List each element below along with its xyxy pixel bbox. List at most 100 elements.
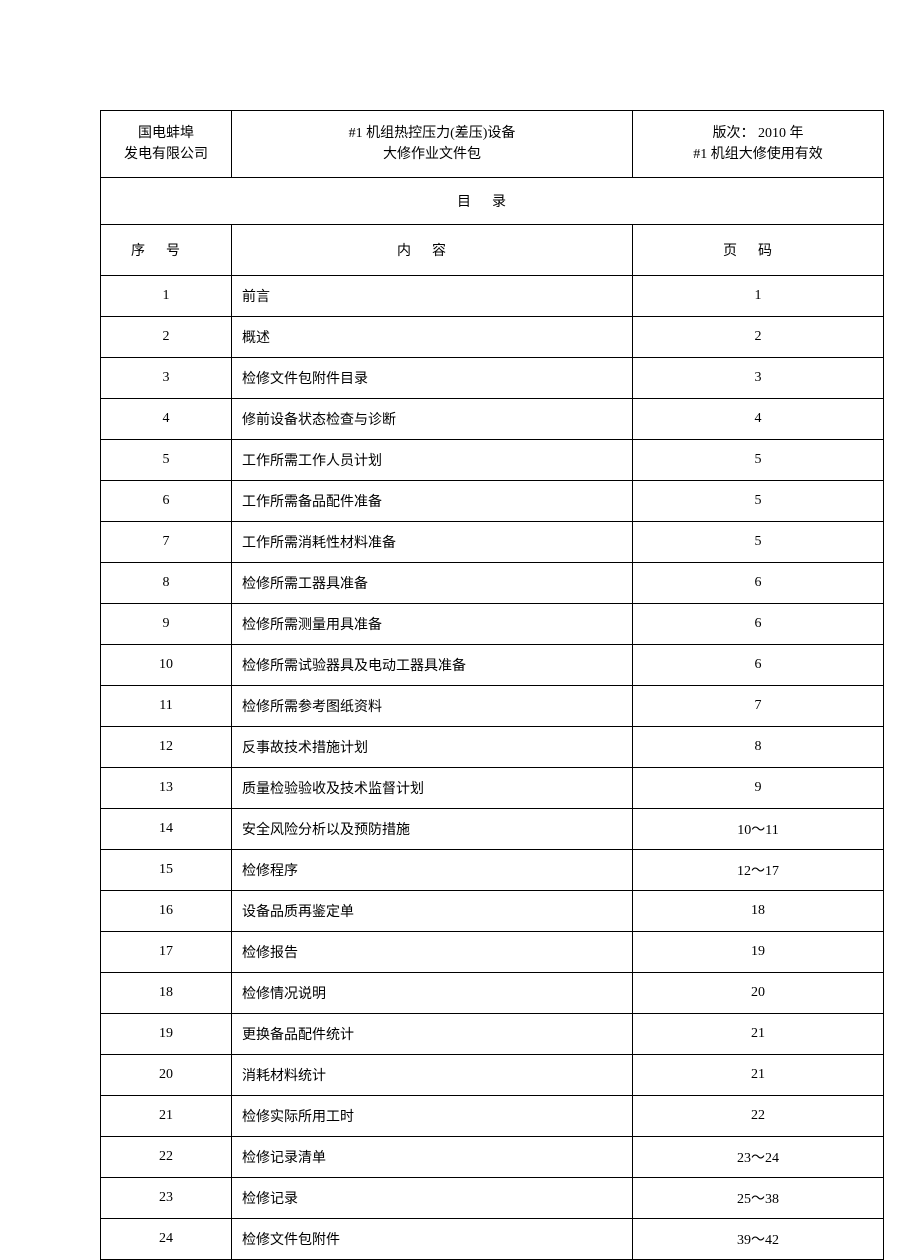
cell-page: 10～11 — [633, 809, 884, 850]
cell-content: 概述 — [232, 317, 633, 358]
cell-content: 设备品质再鉴定单 — [232, 891, 633, 932]
table-row: 12反事故技术措施计划8 — [101, 727, 884, 768]
cell-seq: 10 — [101, 645, 232, 686]
cell-content: 检修报告 — [232, 932, 633, 973]
cell-page: 23～24 — [633, 1137, 884, 1178]
table-row: 17检修报告19 — [101, 932, 884, 973]
version-line2: #1 机组大修使用有效 — [693, 147, 823, 162]
cell-content: 检修所需参考图纸资料 — [232, 686, 633, 727]
cell-seq: 9 — [101, 604, 232, 645]
cell-page: 21 — [633, 1055, 884, 1096]
cell-content: 检修记录 — [232, 1178, 633, 1219]
col-header-seq: 序号 — [101, 225, 232, 276]
table-body: 1前言12概述23检修文件包附件目录34修前设备状态检查与诊断45工作所需工作人… — [101, 276, 884, 1260]
cell-content: 检修所需工器具准备 — [232, 563, 633, 604]
cell-content: 检修文件包附件目录 — [232, 358, 633, 399]
cell-content: 检修所需测量用具准备 — [232, 604, 633, 645]
cell-content: 消耗材料统计 — [232, 1055, 633, 1096]
doc-header-row: 国电蚌埠 发电有限公司 #1 机组热控压力(差压)设备 大修作业文件包 版次： … — [101, 111, 884, 178]
cell-page: 4 — [633, 399, 884, 440]
cell-content: 更换备品配件统计 — [232, 1014, 633, 1055]
table-row: 18检修情况说明20 — [101, 973, 884, 1014]
cell-page: 25～38 — [633, 1178, 884, 1219]
table-row: 24检修文件包附件39～42 — [101, 1219, 884, 1260]
cell-seq: 24 — [101, 1219, 232, 1260]
table-row: 5工作所需工作人员计划5 — [101, 440, 884, 481]
table-row: 23检修记录25～38 — [101, 1178, 884, 1219]
doc-title-line1: #1 机组热控压力(差压)设备 — [349, 126, 516, 141]
cell-seq: 2 — [101, 317, 232, 358]
col-header-page: 页码 — [633, 225, 884, 276]
cell-page: 18 — [633, 891, 884, 932]
cell-seq: 13 — [101, 768, 232, 809]
table-row: 22检修记录清单23～24 — [101, 1137, 884, 1178]
cell-seq: 7 — [101, 522, 232, 563]
cell-page: 5 — [633, 440, 884, 481]
cell-seq: 1 — [101, 276, 232, 317]
cell-seq: 12 — [101, 727, 232, 768]
cell-content: 检修记录清单 — [232, 1137, 633, 1178]
cell-page: 9 — [633, 768, 884, 809]
table-row: 16设备品质再鉴定单18 — [101, 891, 884, 932]
cell-page: 1 — [633, 276, 884, 317]
table-row: 9检修所需测量用具准备6 — [101, 604, 884, 645]
col-header-content: 内容 — [232, 225, 633, 276]
table-row: 10检修所需试验器具及电动工器具准备6 — [101, 645, 884, 686]
table-row: 11检修所需参考图纸资料7 — [101, 686, 884, 727]
cell-page: 5 — [633, 481, 884, 522]
toc-table: 国电蚌埠 发电有限公司 #1 机组热控压力(差压)设备 大修作业文件包 版次： … — [100, 110, 884, 1260]
cell-content: 前言 — [232, 276, 633, 317]
cell-seq: 16 — [101, 891, 232, 932]
cell-seq: 8 — [101, 563, 232, 604]
cell-page: 39～42 — [633, 1219, 884, 1260]
cell-seq: 15 — [101, 850, 232, 891]
cell-page: 21 — [633, 1014, 884, 1055]
cell-seq: 22 — [101, 1137, 232, 1178]
cell-page: 8 — [633, 727, 884, 768]
cell-page: 6 — [633, 604, 884, 645]
table-row: 8检修所需工器具准备6 — [101, 563, 884, 604]
table-row: 1前言1 — [101, 276, 884, 317]
doc-header-right: 版次： 2010 年 #1 机组大修使用有效 — [633, 111, 884, 178]
cell-content: 工作所需工作人员计划 — [232, 440, 633, 481]
cell-page: 6 — [633, 563, 884, 604]
cell-content: 检修程序 — [232, 850, 633, 891]
table-row: 19更换备品配件统计21 — [101, 1014, 884, 1055]
cell-seq: 20 — [101, 1055, 232, 1096]
table-row: 2概述2 — [101, 317, 884, 358]
cell-content: 反事故技术措施计划 — [232, 727, 633, 768]
cell-seq: 17 — [101, 932, 232, 973]
table-row: 7工作所需消耗性材料准备5 — [101, 522, 884, 563]
cell-page: 22 — [633, 1096, 884, 1137]
section-title: 目录 — [101, 178, 884, 225]
doc-title-line2: 大修作业文件包 — [383, 147, 481, 162]
cell-page: 2 — [633, 317, 884, 358]
company-name-line2: 发电有限公司 — [124, 147, 208, 162]
cell-content: 检修所需试验器具及电动工器具准备 — [232, 645, 633, 686]
cell-page: 19 — [633, 932, 884, 973]
cell-seq: 21 — [101, 1096, 232, 1137]
version-line1: 版次： 2010 年 — [713, 126, 804, 141]
table-row: 21检修实际所用工时22 — [101, 1096, 884, 1137]
company-name-line1: 国电蚌埠 — [138, 126, 194, 141]
cell-page: 12～17 — [633, 850, 884, 891]
cell-seq: 3 — [101, 358, 232, 399]
cell-seq: 5 — [101, 440, 232, 481]
cell-seq: 6 — [101, 481, 232, 522]
page: 国电蚌埠 发电有限公司 #1 机组热控压力(差压)设备 大修作业文件包 版次： … — [0, 0, 920, 1249]
cell-content: 检修文件包附件 — [232, 1219, 633, 1260]
cell-page: 6 — [633, 645, 884, 686]
cell-page: 3 — [633, 358, 884, 399]
cell-content: 工作所需消耗性材料准备 — [232, 522, 633, 563]
cell-content: 检修实际所用工时 — [232, 1096, 633, 1137]
cell-seq: 4 — [101, 399, 232, 440]
cell-content: 工作所需备品配件准备 — [232, 481, 633, 522]
table-row: 20消耗材料统计21 — [101, 1055, 884, 1096]
cell-seq: 14 — [101, 809, 232, 850]
table-row: 13质量检验验收及技术监督计划9 — [101, 768, 884, 809]
cell-seq: 23 — [101, 1178, 232, 1219]
section-title-row: 目录 — [101, 178, 884, 225]
table-row: 14安全风险分析以及预防措施10～11 — [101, 809, 884, 850]
cell-page: 5 — [633, 522, 884, 563]
cell-content: 安全风险分析以及预防措施 — [232, 809, 633, 850]
